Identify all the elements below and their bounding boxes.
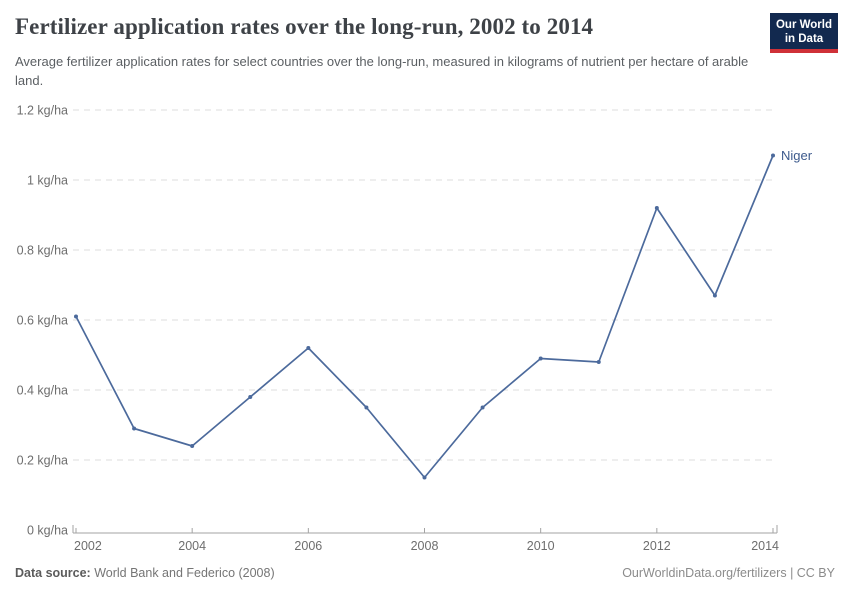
y-axis-label: 0.8 kg/ha [17, 244, 68, 258]
series-end-label[interactable]: Niger [781, 148, 813, 163]
data-point-2009[interactable] [480, 405, 485, 410]
y-axis-label: 0.6 kg/ha [17, 314, 68, 328]
x-axis-label: 2008 [411, 539, 439, 553]
data-point-2003[interactable] [132, 426, 137, 431]
data-source: Data source: World Bank and Federico (20… [15, 566, 275, 580]
x-axis-label: 2012 [643, 539, 671, 553]
data-point-2013[interactable] [712, 293, 717, 298]
data-point-2011[interactable] [596, 360, 601, 364]
data-source-value: World Bank and Federico (2008) [90, 566, 275, 580]
y-axis-label: 0 kg/ha [27, 524, 68, 538]
x-axis-label: 2014 [751, 539, 779, 553]
owid-logo[interactable]: Our World in Data [770, 13, 838, 53]
data-point-2005[interactable] [248, 395, 253, 399]
owid-logo-line2: in Data [784, 33, 824, 45]
y-axis-label: 0.2 kg/ha [17, 454, 68, 468]
data-point-2002[interactable] [74, 314, 78, 319]
data-point-2012[interactable] [654, 206, 659, 210]
line-chart-svg: 0 kg/ha 0.2 kg/ha 0.4 kg/ha 0.6 kg/ha 0.8 kg… [17, 104, 813, 554]
x-axis-label: 2002 [74, 539, 102, 553]
chart-subtitle: Average fertilizer application rates for… [15, 54, 749, 88]
owid-logo-line1: Our World [775, 19, 832, 31]
y-axis-label: 1.2 kg/ha [17, 104, 68, 118]
data-point-2008[interactable] [422, 475, 427, 480]
chart-footer: Data source: World Bank and Federico (20… [15, 566, 835, 580]
plot-area: 0 kg/ha 0.2 kg/ha 0.4 kg/ha 0.6 kg/ha 0.8 kg… [0, 100, 850, 560]
data-source-label: Data source: [15, 566, 91, 580]
y-axis-label: 0.4 kg/ha [17, 384, 68, 398]
x-axis-label: 2010 [527, 539, 555, 553]
data-point-2004[interactable] [190, 444, 195, 448]
owid-license-link[interactable]: OurWorldinData.org/fertilizers | CC BY [622, 566, 835, 580]
x-axis-label: 2004 [178, 539, 206, 553]
y-axis-label: 1 kg/ha [27, 174, 68, 188]
x-axis-label: 2006 [294, 539, 322, 553]
data-point-2007[interactable] [364, 405, 369, 410]
data-point-2014[interactable] [771, 153, 775, 158]
niger-line-series[interactable] [75, 154, 774, 479]
data-point-2006[interactable] [306, 346, 311, 350]
data-point-2010[interactable] [538, 356, 543, 361]
chart-title: Fertilizer application rates over the lo… [15, 14, 594, 39]
